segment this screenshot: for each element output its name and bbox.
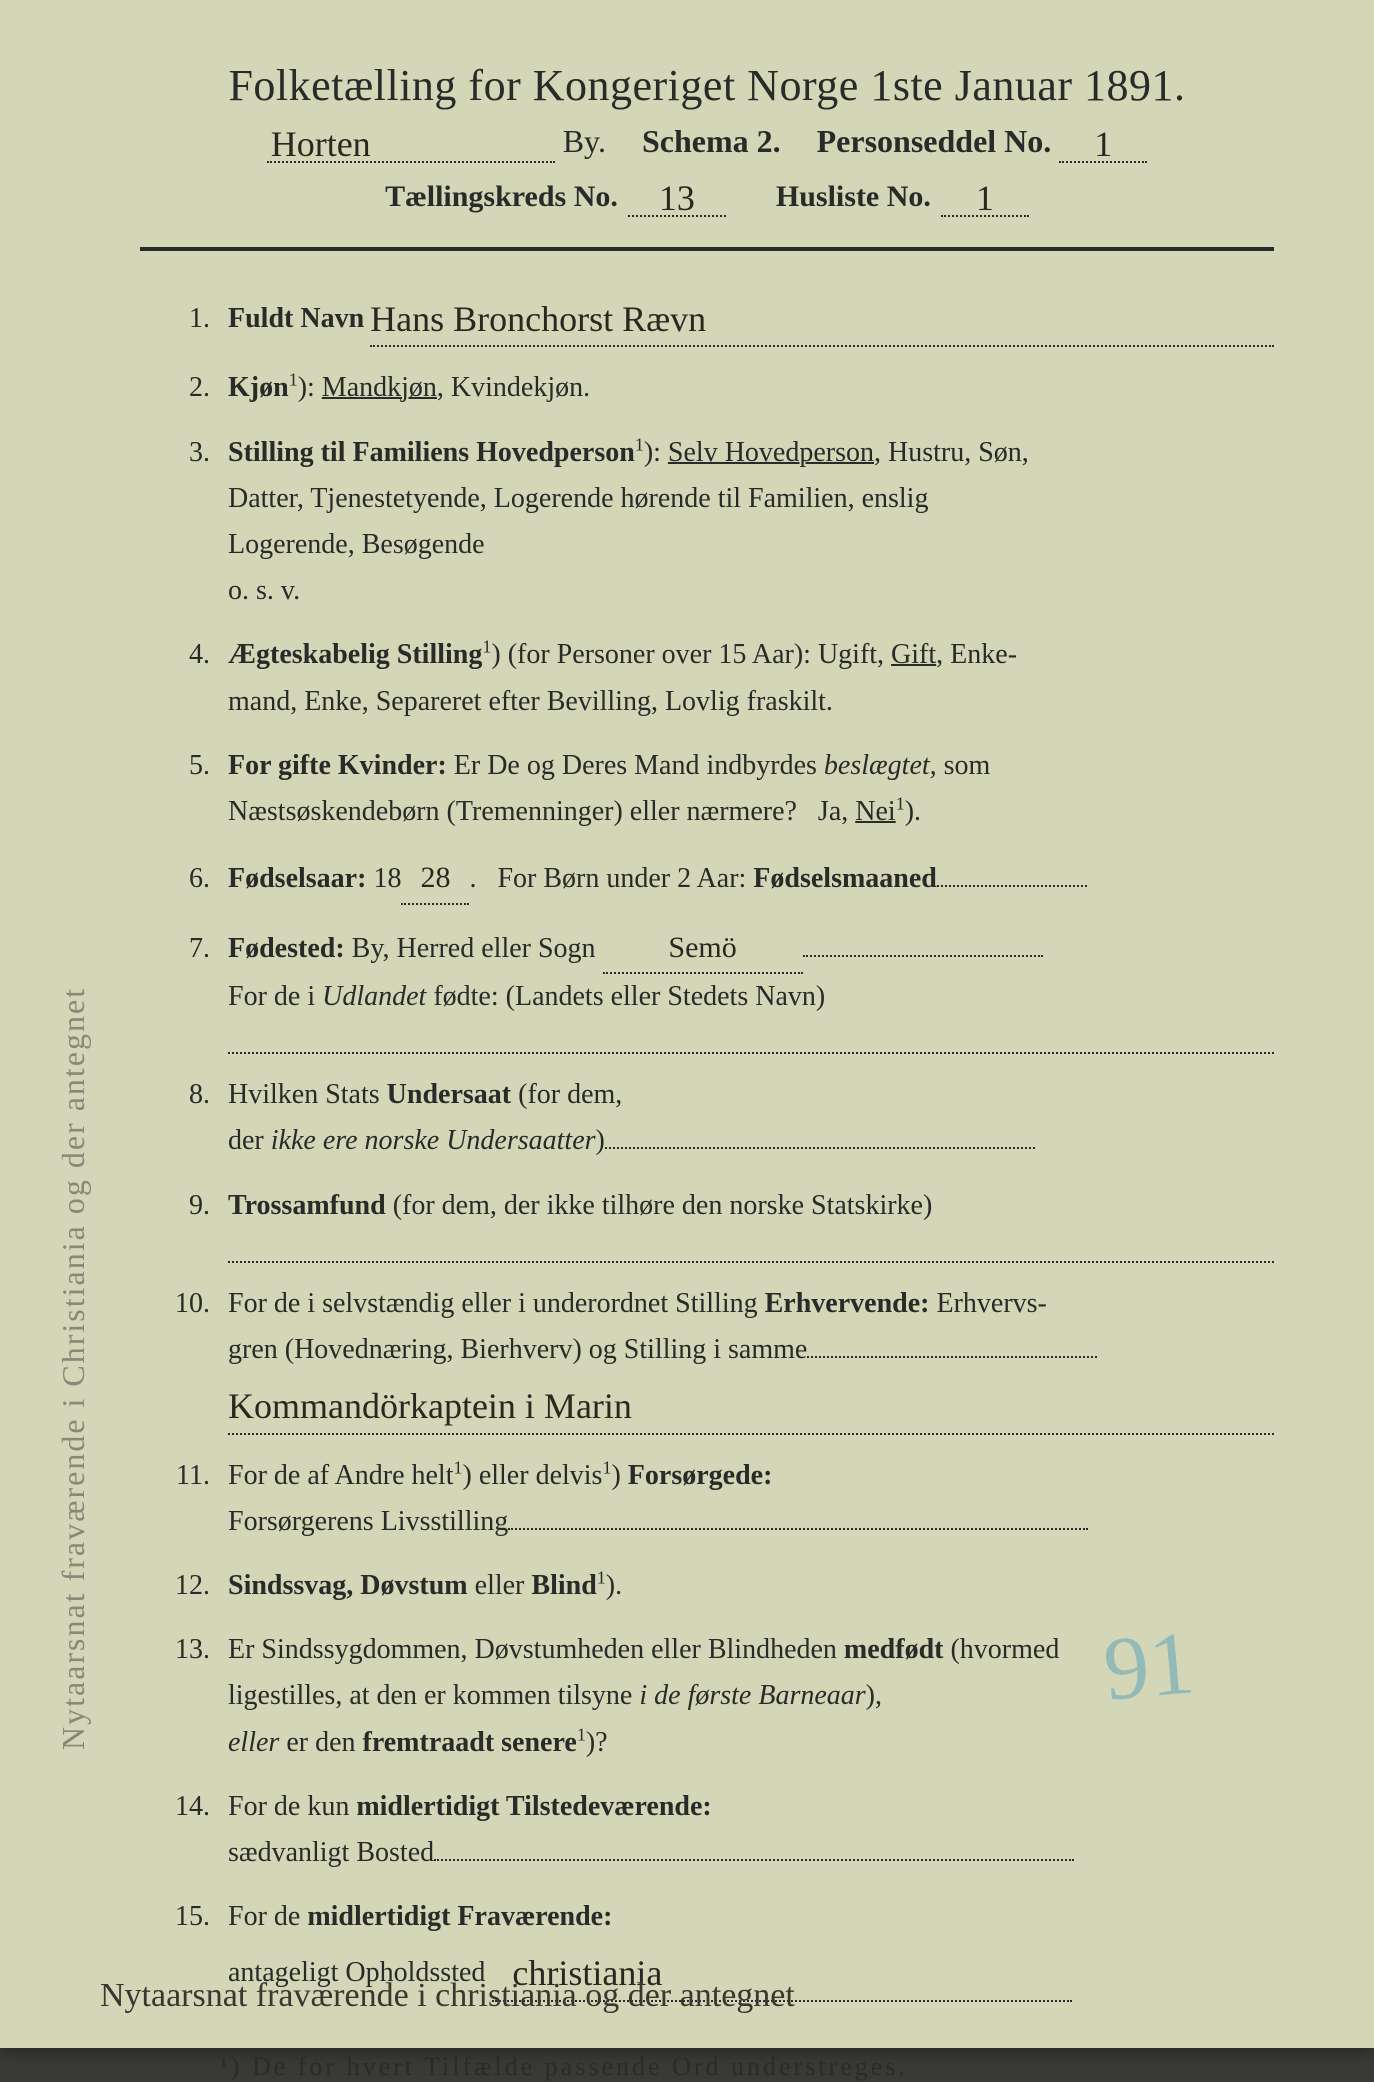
field-row-3: 3. Stilling til Familiens Hovedperson1):…: [150, 430, 1274, 615]
field-row-4: 4. Ægteskabelig Stilling1) (for Personer…: [150, 632, 1274, 724]
personseddel-label: Personseddel No.: [817, 123, 1052, 160]
occupation-hw: Kommandörkaptein i Marin: [228, 1386, 632, 1426]
field-row-5: 5. For gifte Kvinder: Er De og Deres Man…: [150, 743, 1274, 835]
field-label: Sindssvag, Døvstum: [228, 1570, 468, 1601]
field-row-2: 2. Kjøn1): Mandkjøn, Kvindekjøn.: [150, 365, 1274, 411]
field-row-6: 6. Fødselsaar: 1828. For Børn under 2 Aa…: [150, 853, 1274, 905]
option-underlined: Mandkjøn: [322, 372, 437, 403]
field-num: 1.: [150, 296, 228, 342]
field-label: Kjøn: [228, 372, 289, 403]
field-label: Fødested:: [228, 933, 345, 964]
field-label: Fødselsaar:: [228, 863, 366, 894]
schema-label: Schema 2.: [642, 123, 781, 160]
field-label: Fuldt Navn: [228, 296, 364, 342]
field-num: 7.: [150, 926, 228, 972]
options-line: Logerende, Besøgende: [228, 529, 485, 560]
field-num: 11.: [150, 1453, 228, 1499]
field-num: 13.: [150, 1627, 228, 1673]
field-row-9: 9. Trossamfund (for dem, der ikke tilhør…: [150, 1183, 1274, 1263]
field-num: 6.: [150, 856, 228, 902]
field-num: 10.: [150, 1281, 228, 1327]
option-underlined: Selv Hovedperson: [668, 437, 874, 468]
field-num: 3.: [150, 430, 228, 476]
name-handwritten: Hans Bronchorst Rævn: [370, 299, 706, 339]
field-row-14: 14. For de kun midlertidigt Tilstedevære…: [150, 1784, 1274, 1876]
field-row-8: 8. Hvilken Stats Undersaat (for dem, der…: [150, 1072, 1274, 1164]
document-header: Folketælling for Kongeriget Norge 1ste J…: [140, 60, 1274, 217]
city-handwritten: Horten: [271, 124, 371, 164]
option-underlined: Nei: [855, 796, 895, 827]
header-line-3: Tællingskreds No. 13 Husliste No. 1: [140, 173, 1274, 217]
document-page: Nytaarsnat fraværende i Christiania og d…: [0, 0, 1374, 2048]
field-row-7: 7. Fødested: By, Herred eller Sogn Semö …: [150, 923, 1274, 1055]
field-label: Ægteskabelig Stilling: [228, 639, 482, 670]
field-num: 12.: [150, 1563, 228, 1609]
field-row-11: 11. For de af Andre helt1) eller delvis1…: [150, 1453, 1274, 1545]
by-label: By.: [563, 123, 606, 160]
form-body: 1. Fuldt Navn Hans Bronchorst Rævn 2. Kj…: [140, 286, 1274, 2002]
field-label: Stilling til Familiens Hovedperson: [228, 437, 635, 468]
field-row-1: 1. Fuldt Navn Hans Bronchorst Rævn: [150, 286, 1274, 347]
footnote-text: ¹) De for hvert Tilfælde passende Ord un…: [140, 2052, 1274, 2082]
field-row-12: 12. Sindssvag, Døvstum eller Blind1).: [150, 1563, 1274, 1609]
kreds-no: 13: [659, 178, 695, 218]
field-num: 8.: [150, 1072, 228, 1118]
husliste-no: 1: [976, 178, 994, 218]
margin-note-vertical: Nytaarsnat fraværende i Christiania og d…: [55, 150, 92, 1750]
bottom-handwritten-note: Nytaarsnat fraværende i christiania og d…: [100, 1974, 1274, 2018]
field-num: 5.: [150, 743, 228, 789]
field-num: 2.: [150, 365, 228, 411]
option-underlined: Gift: [891, 639, 936, 670]
field-label: For gifte Kvinder:: [228, 750, 447, 781]
header-line-2: Horten By. Schema 2. Personseddel No. 1: [140, 119, 1274, 163]
birthyear-hw: 28: [420, 861, 450, 894]
main-title: Folketælling for Kongeriget Norge 1ste J…: [140, 60, 1274, 111]
kreds-label: Tællingskreds No.: [385, 180, 618, 214]
options-line: mand, Enke, Separeret efter Bevilling, L…: [228, 686, 833, 717]
field-row-10: 10. For de i selvstændig eller i underor…: [150, 1281, 1274, 1435]
husliste-label: Husliste No.: [776, 180, 931, 214]
field-num: 9.: [150, 1183, 228, 1229]
options-line: o. s. v.: [228, 575, 300, 606]
blue-stamp-number: 91: [1100, 1611, 1199, 1721]
field-num: 14.: [150, 1784, 228, 1830]
field-num: 4.: [150, 632, 228, 678]
birthplace-hw: Semö: [668, 931, 736, 964]
header-divider: [140, 247, 1274, 251]
field-label: Trossamfund: [228, 1190, 386, 1221]
options-line: Datter, Tjenestetyende, Logerende hørend…: [228, 483, 928, 514]
field-num: 15.: [150, 1894, 228, 1940]
personseddel-no: 1: [1094, 124, 1112, 164]
